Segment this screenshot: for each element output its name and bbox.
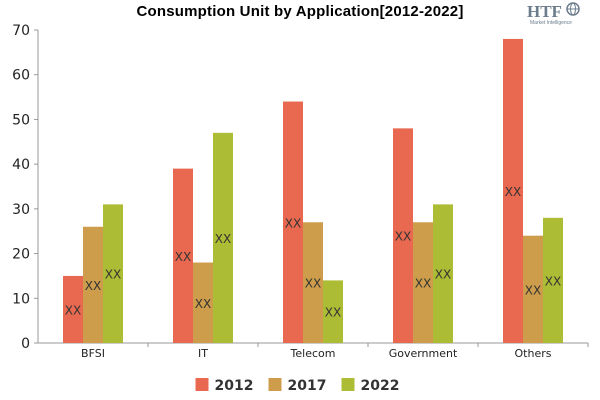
bar-data-label: XX	[505, 185, 521, 199]
y-tick-label: 30	[12, 202, 30, 218]
bar-data-label: XX	[415, 277, 431, 291]
globe-icon	[566, 2, 580, 16]
bar	[413, 222, 433, 343]
bar-data-label: XX	[285, 216, 301, 230]
bar-data-label: XX	[195, 297, 211, 311]
chart-axes: 0 10 20 30 40 50 60 70 BFSI IT Telecom Government Ot…	[12, 23, 589, 360]
x-tick-label: Government	[389, 347, 458, 360]
bar-data-label: XX	[105, 268, 121, 282]
y-tick-label: 60	[12, 68, 30, 84]
bar-data-label: XX	[65, 303, 81, 317]
bar-data-label: XX	[175, 250, 191, 264]
x-tick-label: Others	[515, 347, 552, 360]
bar	[433, 204, 453, 343]
bar	[303, 222, 323, 343]
bar	[63, 275, 83, 343]
chart-data-labels: XX XX XX XX XX XX XX XX XX XX XX XX XX XX XX	[65, 185, 561, 320]
bar	[543, 217, 563, 343]
y-tick-label: 10	[12, 291, 30, 307]
bar-data-label: XX	[525, 283, 541, 297]
x-tick-label: BFSI	[81, 347, 105, 360]
y-tick-label: 40	[12, 157, 30, 173]
bar	[213, 132, 233, 343]
legend-swatch	[268, 378, 282, 391]
bar-data-label: XX	[85, 279, 101, 293]
chart-bars	[63, 38, 563, 344]
bar	[173, 168, 193, 343]
legend-label: 2022	[361, 378, 400, 394]
logo-text: HTF	[527, 2, 562, 21]
legend-swatch	[195, 378, 209, 391]
y-tick-label: 20	[12, 247, 30, 263]
bar	[103, 204, 123, 343]
x-tick-label: Telecom	[290, 347, 336, 360]
y-tick-label: 70	[12, 23, 30, 39]
bar-data-label: XX	[435, 268, 451, 282]
bar	[283, 101, 303, 344]
y-tick-label: 50	[12, 112, 30, 128]
legend-label: 2012	[215, 378, 254, 394]
y-tick-label: 0	[21, 336, 30, 352]
bar-data-label: XX	[305, 277, 321, 291]
chart-legend: 2012 2017 2022	[195, 378, 400, 394]
bar-data-label: XX	[215, 232, 231, 246]
bar	[323, 280, 343, 343]
bar-data-label: XX	[325, 306, 341, 320]
bar	[503, 38, 523, 343]
logo-subtext: Market Intelligence	[530, 20, 572, 26]
bar	[393, 128, 413, 343]
legend-label: 2017	[288, 378, 327, 394]
x-tick-label: IT	[198, 347, 208, 360]
legend-swatch	[341, 378, 355, 391]
chart-title: Consumption Unit by Application[2012-202…	[136, 3, 464, 20]
bar	[193, 262, 213, 343]
bar	[523, 235, 543, 343]
htf-logo: HTF Market Intelligence	[527, 2, 583, 32]
bar-data-label: XX	[545, 274, 561, 288]
bar	[83, 226, 103, 343]
bar-data-label: XX	[395, 230, 411, 244]
